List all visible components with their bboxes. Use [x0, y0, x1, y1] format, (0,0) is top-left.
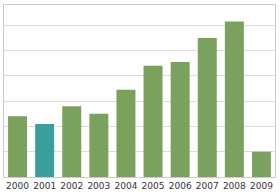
- svg-text:2005: 2005: [142, 181, 165, 191]
- svg-text:2009: 2009: [250, 181, 273, 191]
- svg-text:2000: 2000: [6, 181, 29, 191]
- svg-text:2007: 2007: [196, 181, 219, 191]
- svg-text:2003: 2003: [87, 181, 110, 191]
- svg-text:2001: 2001: [33, 181, 56, 191]
- svg-text:2006: 2006: [169, 181, 192, 191]
- svg-text:2004: 2004: [114, 181, 137, 191]
- svg-text:2008: 2008: [223, 181, 246, 191]
- svg-text:2002: 2002: [60, 181, 83, 191]
